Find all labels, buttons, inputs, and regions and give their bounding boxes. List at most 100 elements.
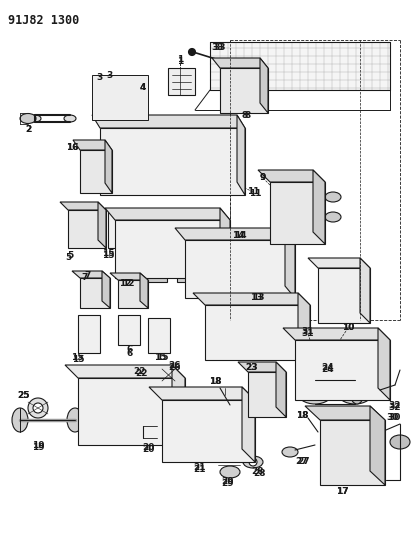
Circle shape <box>108 86 132 110</box>
Ellipse shape <box>282 447 298 457</box>
Circle shape <box>218 279 232 293</box>
Circle shape <box>252 279 266 293</box>
Circle shape <box>129 263 145 279</box>
Polygon shape <box>60 202 106 210</box>
Text: 9: 9 <box>260 174 266 182</box>
Circle shape <box>129 236 145 251</box>
Bar <box>111 232 127 244</box>
Text: 25: 25 <box>18 392 30 400</box>
Text: 7: 7 <box>85 271 91 279</box>
Text: 28: 28 <box>252 467 264 477</box>
Polygon shape <box>298 293 310 360</box>
Text: 24: 24 <box>322 366 334 375</box>
Text: 13: 13 <box>250 294 262 303</box>
Polygon shape <box>108 210 130 248</box>
Circle shape <box>33 403 43 413</box>
Circle shape <box>286 195 298 206</box>
Bar <box>81 319 97 332</box>
Bar <box>224 100 241 109</box>
Bar <box>121 333 137 342</box>
Text: 25: 25 <box>18 391 30 400</box>
Polygon shape <box>118 315 140 345</box>
Polygon shape <box>238 362 286 372</box>
Bar <box>180 140 232 162</box>
Polygon shape <box>295 340 390 400</box>
Polygon shape <box>283 328 390 340</box>
Bar <box>84 282 95 293</box>
Text: 23: 23 <box>246 364 258 373</box>
Text: 15: 15 <box>72 356 84 365</box>
Bar <box>246 87 263 96</box>
Text: 6: 6 <box>127 345 133 354</box>
Text: 20: 20 <box>142 446 154 455</box>
Polygon shape <box>73 140 112 150</box>
Text: 22: 22 <box>134 367 146 376</box>
Polygon shape <box>148 318 170 353</box>
Text: 2: 2 <box>25 125 31 134</box>
Text: 1: 1 <box>177 58 183 67</box>
Text: 91J82 1300: 91J82 1300 <box>8 14 79 27</box>
Polygon shape <box>260 58 268 113</box>
Text: 18: 18 <box>296 410 308 419</box>
Text: 27: 27 <box>298 457 310 466</box>
Circle shape <box>270 255 284 269</box>
Polygon shape <box>220 208 230 278</box>
Circle shape <box>199 263 215 279</box>
Text: 3: 3 <box>97 72 103 82</box>
Polygon shape <box>115 220 230 278</box>
Ellipse shape <box>29 115 41 122</box>
Ellipse shape <box>67 408 83 432</box>
Bar <box>247 252 289 272</box>
Bar <box>85 159 107 175</box>
Text: 10: 10 <box>342 324 354 333</box>
Circle shape <box>234 324 252 342</box>
Circle shape <box>218 255 232 269</box>
Polygon shape <box>370 406 385 485</box>
Polygon shape <box>149 387 255 400</box>
Text: 15: 15 <box>154 353 166 362</box>
Circle shape <box>189 49 196 55</box>
Circle shape <box>182 236 197 251</box>
Circle shape <box>200 255 214 269</box>
Bar <box>81 335 97 348</box>
Circle shape <box>164 372 171 378</box>
Polygon shape <box>318 268 370 323</box>
Polygon shape <box>92 75 148 120</box>
Text: 15: 15 <box>71 353 83 362</box>
Bar <box>151 336 167 349</box>
Ellipse shape <box>337 380 373 404</box>
Text: 21: 21 <box>194 465 206 474</box>
Bar <box>111 214 127 228</box>
Text: 8: 8 <box>242 110 248 119</box>
Circle shape <box>216 324 234 342</box>
Text: 14: 14 <box>234 230 246 239</box>
Circle shape <box>186 171 202 187</box>
Bar <box>215 318 253 348</box>
Circle shape <box>132 94 138 100</box>
Polygon shape <box>102 271 110 308</box>
Text: 17: 17 <box>336 488 348 497</box>
Text: 18: 18 <box>209 377 221 386</box>
Circle shape <box>121 171 137 187</box>
Text: 12: 12 <box>122 279 134 287</box>
Bar <box>180 168 232 190</box>
Text: 10: 10 <box>342 324 354 333</box>
Ellipse shape <box>12 408 28 432</box>
Ellipse shape <box>20 114 36 124</box>
Bar <box>224 74 241 83</box>
Polygon shape <box>65 365 185 378</box>
Text: 5: 5 <box>67 251 73 260</box>
Text: 21: 21 <box>194 464 206 472</box>
Circle shape <box>308 358 324 374</box>
Text: 15: 15 <box>156 353 168 362</box>
Bar <box>121 319 137 331</box>
Bar <box>115 140 167 162</box>
Polygon shape <box>210 42 390 90</box>
Circle shape <box>147 263 162 279</box>
Text: 4: 4 <box>140 83 146 92</box>
Polygon shape <box>68 210 106 248</box>
Text: 16: 16 <box>66 143 78 152</box>
Text: 14: 14 <box>232 230 244 239</box>
Polygon shape <box>80 150 112 193</box>
Polygon shape <box>220 68 268 113</box>
